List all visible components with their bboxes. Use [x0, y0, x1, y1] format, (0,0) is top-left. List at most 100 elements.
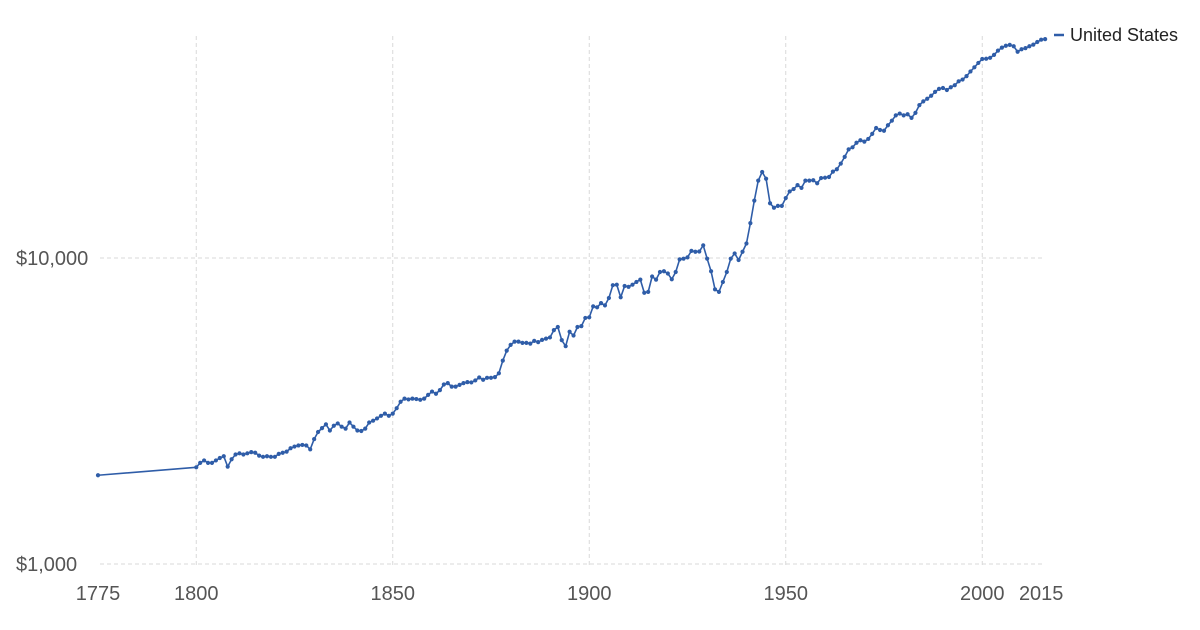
data-point[interactable] — [516, 339, 521, 344]
data-point[interactable] — [378, 413, 384, 418]
data-point[interactable] — [610, 283, 615, 288]
data-point[interactable] — [213, 458, 218, 463]
data-point[interactable] — [932, 89, 938, 94]
data-point[interactable] — [783, 195, 788, 201]
data-point[interactable] — [95, 473, 101, 478]
data-point[interactable] — [622, 283, 627, 289]
data-point[interactable] — [437, 388, 443, 393]
data-point[interactable] — [469, 380, 474, 385]
data-point[interactable] — [767, 201, 773, 206]
data-point[interactable] — [579, 324, 584, 329]
data-point[interactable] — [830, 169, 836, 174]
data-point[interactable] — [693, 249, 698, 254]
data-point[interactable] — [988, 55, 993, 60]
data-point[interactable] — [893, 113, 898, 118]
data-point[interactable] — [756, 178, 761, 183]
data-point[interactable] — [457, 382, 462, 387]
data-point[interactable] — [433, 391, 439, 396]
data-point[interactable] — [477, 375, 482, 380]
data-point[interactable] — [264, 454, 270, 459]
data-point[interactable] — [606, 295, 612, 301]
data-point[interactable] — [634, 279, 639, 285]
data-point[interactable] — [976, 60, 981, 66]
data-point[interactable] — [304, 443, 309, 448]
data-point[interactable] — [386, 413, 391, 418]
data-point[interactable] — [807, 178, 812, 183]
data-point[interactable] — [237, 451, 242, 456]
data-point[interactable] — [760, 169, 765, 175]
data-point[interactable] — [964, 74, 969, 79]
data-point[interactable] — [984, 56, 989, 61]
data-point[interactable] — [547, 335, 553, 340]
data-point[interactable] — [245, 451, 250, 456]
data-point[interactable] — [260, 454, 266, 459]
data-point[interactable] — [253, 450, 258, 455]
data-point[interactable] — [728, 256, 733, 261]
data-point[interactable] — [811, 178, 816, 183]
data-point[interactable] — [292, 444, 297, 449]
data-point[interactable] — [1019, 47, 1024, 52]
data-point[interactable] — [1007, 42, 1012, 48]
data-point[interactable] — [712, 287, 718, 292]
data-point[interactable] — [822, 175, 828, 180]
data-point[interactable] — [995, 48, 1001, 53]
data-point[interactable] — [488, 375, 494, 380]
data-point[interactable] — [241, 452, 246, 457]
data-point[interactable] — [426, 392, 431, 397]
data-point[interactable] — [838, 161, 843, 166]
data-point[interactable] — [327, 428, 332, 433]
data-point[interactable] — [736, 257, 741, 263]
data-point[interactable] — [473, 378, 478, 383]
data-point[interactable] — [496, 371, 501, 376]
data-point[interactable] — [233, 452, 238, 457]
legend[interactable]: United States — [1054, 25, 1178, 45]
data-point[interactable] — [653, 277, 659, 282]
data-point[interactable] — [1031, 42, 1036, 47]
data-point[interactable] — [359, 428, 364, 434]
data-point[interactable] — [744, 241, 749, 246]
data-point[interactable] — [846, 147, 851, 152]
data-point[interactable] — [209, 460, 215, 465]
data-point[interactable] — [539, 337, 545, 342]
data-point[interactable] — [724, 269, 729, 275]
data-point[interactable] — [583, 315, 588, 321]
data-point[interactable] — [752, 198, 757, 203]
data-point[interactable] — [555, 324, 560, 330]
data-point[interactable] — [323, 422, 329, 427]
legend-label-united-states[interactable]: United States — [1070, 25, 1178, 45]
data-point[interactable] — [834, 167, 839, 172]
data-point[interactable] — [229, 457, 234, 462]
data-point[interactable] — [202, 458, 207, 463]
data-point[interactable] — [905, 112, 910, 117]
data-point[interactable] — [1027, 44, 1032, 49]
data-point[interactable] — [374, 416, 380, 421]
data-point[interactable] — [312, 436, 317, 442]
data-point[interactable] — [720, 279, 725, 285]
data-point[interactable] — [351, 424, 356, 429]
data-point[interactable] — [382, 411, 387, 416]
data-point[interactable] — [874, 125, 879, 131]
data-point[interactable] — [398, 399, 403, 404]
data-point[interactable] — [748, 221, 753, 226]
data-point[interactable] — [347, 420, 352, 425]
data-point[interactable] — [363, 426, 368, 431]
data-point[interactable] — [850, 145, 855, 150]
data-point[interactable] — [775, 203, 780, 208]
data-point[interactable] — [1015, 49, 1020, 54]
data-point[interactable] — [650, 274, 655, 279]
data-point[interactable] — [940, 85, 946, 91]
data-point[interactable] — [991, 52, 997, 58]
data-point[interactable] — [595, 305, 600, 310]
data-point[interactable] — [429, 389, 435, 394]
data-point[interactable] — [528, 341, 533, 346]
data-point[interactable] — [638, 277, 643, 282]
data-point[interactable] — [665, 271, 670, 276]
data-point[interactable] — [929, 93, 934, 98]
data-point[interactable] — [960, 77, 965, 82]
data-point[interactable] — [257, 453, 262, 458]
data-point[interactable] — [677, 257, 682, 262]
data-point[interactable] — [461, 381, 466, 386]
data-point[interactable] — [339, 424, 344, 429]
data-point[interactable] — [406, 397, 411, 402]
data-point[interactable] — [909, 115, 914, 120]
